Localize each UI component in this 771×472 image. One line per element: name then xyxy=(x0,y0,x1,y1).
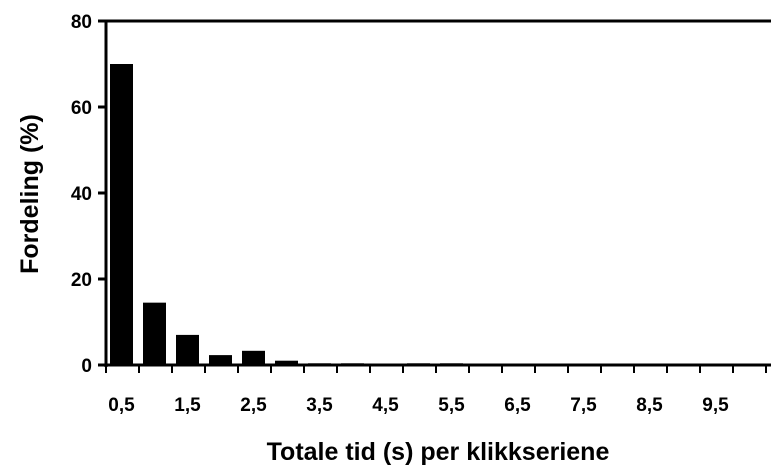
y-axis-title: Fordeling (%) xyxy=(16,114,44,274)
y-tick-label: 20 xyxy=(71,270,92,291)
bars-group xyxy=(110,64,760,365)
x-tick-label: 2,5 xyxy=(240,395,267,416)
x-tick-label: 5,5 xyxy=(438,395,465,416)
x-tick-label: 3,5 xyxy=(306,395,333,416)
bar-0,5 xyxy=(110,64,133,365)
x-tick-label: 8,5 xyxy=(636,395,663,416)
x-tick-label: 6,5 xyxy=(504,395,531,416)
x-axis-title: Totale tid (s) per klikkseriene xyxy=(267,438,610,466)
x-tick-label: 9,5 xyxy=(702,395,729,416)
bar-1,5 xyxy=(176,334,199,365)
bar-2 xyxy=(209,355,232,365)
bar-1 xyxy=(143,302,166,365)
bar-2,5 xyxy=(242,350,265,365)
x-tick-label: 0,5 xyxy=(108,395,135,416)
y-tick-label: 40 xyxy=(71,184,92,205)
y-tick-label: 80 xyxy=(71,12,92,33)
x-tick-label: 4,5 xyxy=(372,395,399,416)
y-ticks-group: 0 20 40 60 80 xyxy=(71,12,106,377)
y-tick-label: 0 xyxy=(81,356,92,377)
bar-3 xyxy=(275,360,298,365)
x-tick-label: 1,5 xyxy=(174,395,201,416)
x-tick-label: 7,5 xyxy=(570,395,597,416)
y-tick-label: 60 xyxy=(71,98,92,119)
x-ticks-group: 0,5 1,5 2,5 3,5 4,5 5,5 6,5 7,5 8,5 9,5 xyxy=(105,365,767,416)
